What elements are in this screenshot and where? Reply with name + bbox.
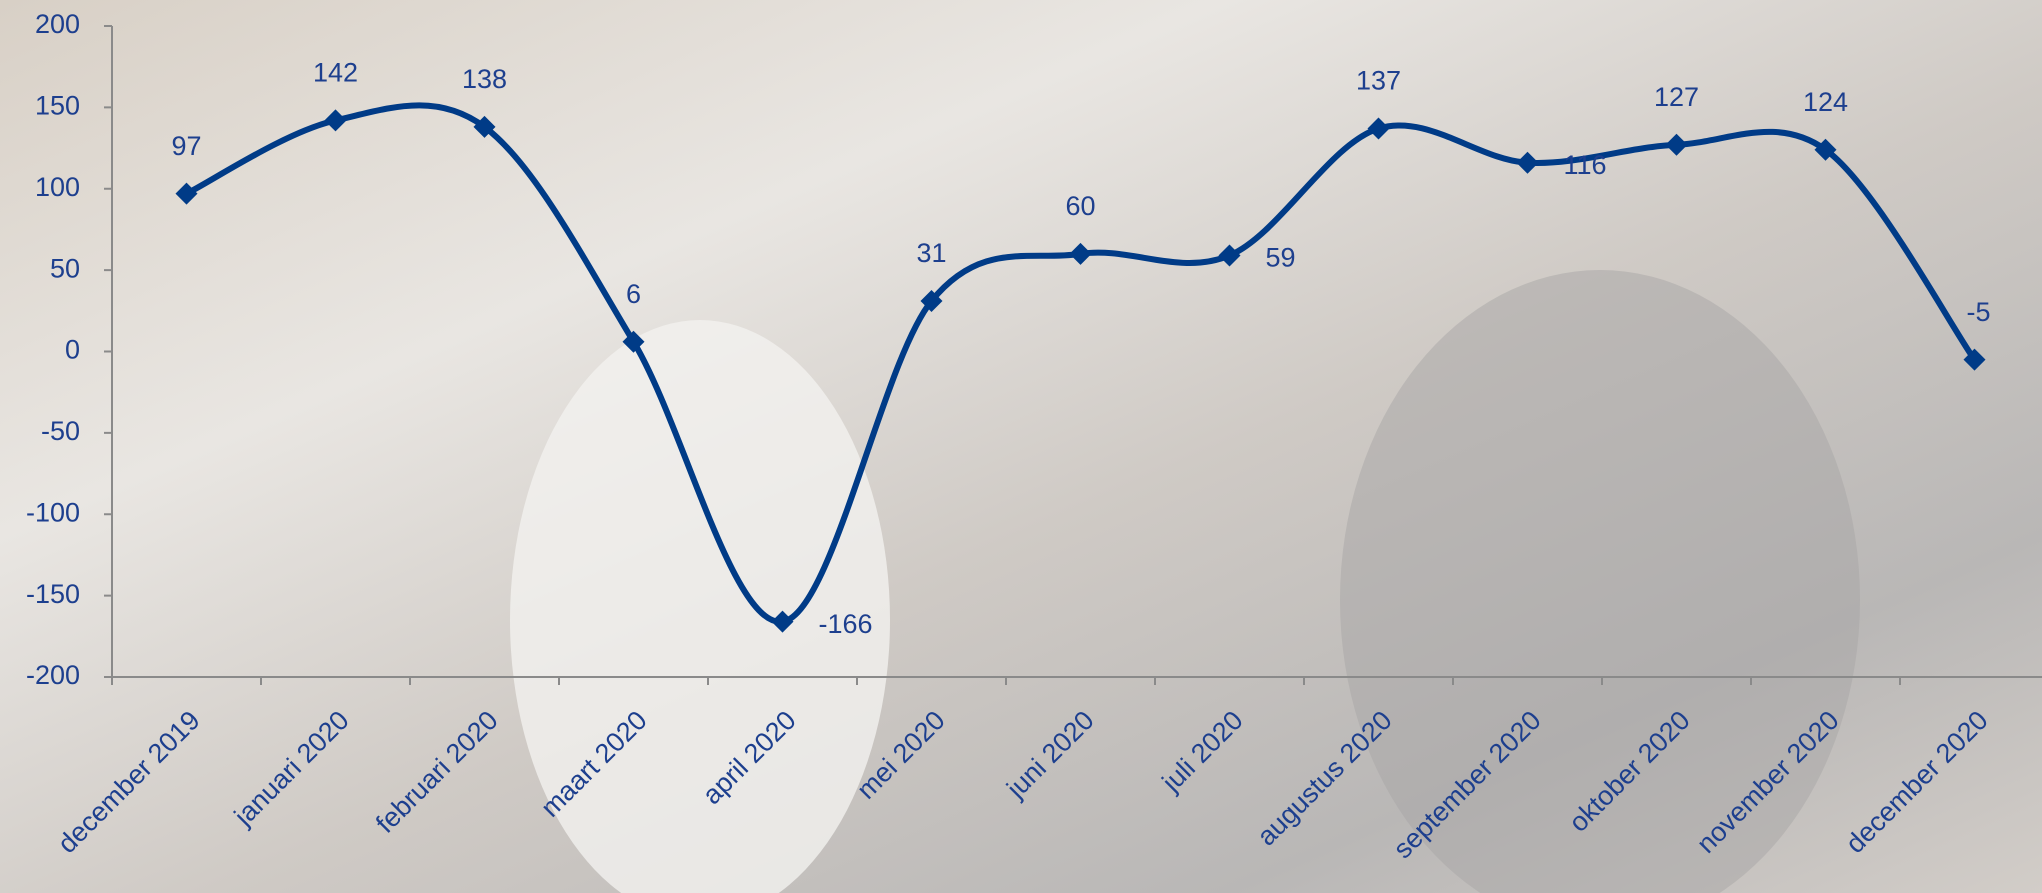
- data-label: 6: [626, 279, 641, 309]
- y-tick-label: -150: [26, 579, 80, 609]
- y-tick-label: 0: [65, 335, 80, 365]
- photo-figure: [1340, 270, 1860, 893]
- y-tick-label: -200: [26, 660, 80, 690]
- data-label: 59: [1266, 243, 1296, 273]
- marker: [1963, 348, 1986, 371]
- marker: [473, 115, 496, 138]
- marker: [1069, 242, 1092, 265]
- data-label: -166: [819, 609, 873, 639]
- y-tick-label: 150: [35, 91, 80, 121]
- marker: [920, 290, 943, 313]
- data-label: -5: [1966, 297, 1990, 327]
- marker: [324, 109, 347, 132]
- data-label: 142: [313, 58, 358, 88]
- marker: [622, 330, 645, 353]
- marker: [175, 182, 198, 205]
- data-label: 31: [916, 238, 946, 268]
- data-label: 137: [1356, 66, 1401, 96]
- marker: [1367, 117, 1390, 140]
- data-label: 60: [1065, 191, 1095, 221]
- data-label: 138: [462, 64, 507, 94]
- y-tick-label: 100: [35, 172, 80, 202]
- marker: [771, 610, 794, 633]
- marker: [1665, 133, 1688, 156]
- y-tick-label: -50: [41, 416, 80, 446]
- y-tick-label: 50: [50, 253, 80, 283]
- y-tick-label: -100: [26, 497, 80, 527]
- photo-figure: [510, 320, 890, 893]
- marker: [1814, 138, 1837, 161]
- marker: [1516, 151, 1539, 174]
- data-label: 116: [1564, 150, 1607, 180]
- data-label: 127: [1654, 82, 1699, 112]
- y-tick-label: 200: [35, 9, 80, 39]
- data-label: 97: [171, 131, 201, 161]
- marker: [1218, 244, 1241, 267]
- data-label: 124: [1803, 87, 1848, 117]
